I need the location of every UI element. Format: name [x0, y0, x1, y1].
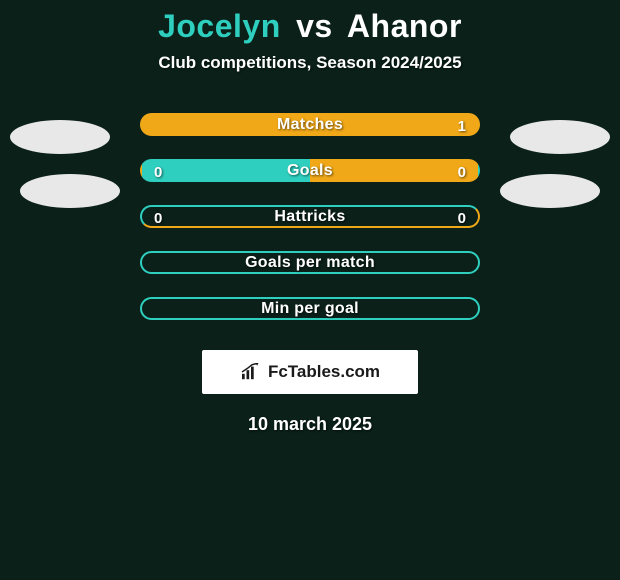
- brand-text: FcTables.com: [268, 362, 380, 382]
- stat-label: Hattricks: [274, 208, 345, 226]
- stat-right-value: 0: [458, 161, 466, 184]
- player1-name: Jocelyn: [158, 8, 281, 44]
- vs-label: vs: [296, 8, 333, 44]
- subtitle: Club competitions, Season 2024/2025: [0, 53, 620, 73]
- player2-name: Ahanor: [347, 8, 462, 44]
- stat-label: Goals: [287, 162, 333, 180]
- page-title: Jocelyn vs Ahanor: [0, 0, 620, 45]
- date-label: 10 march 2025: [0, 414, 620, 435]
- player2-avatar-top: [510, 120, 610, 154]
- player2-avatar-bottom: [500, 174, 600, 208]
- stat-label: Matches: [277, 116, 343, 134]
- player1-avatar-bottom: [20, 174, 120, 208]
- comparison-card: Jocelyn vs Ahanor Club competitions, Sea…: [0, 0, 620, 580]
- stat-right-value: 0: [458, 207, 466, 230]
- stat-row-matches: Matches 1: [140, 113, 480, 136]
- stat-row-goals: 0 Goals 0: [140, 159, 480, 182]
- brand-badge: FcTables.com: [202, 350, 418, 394]
- stat-row-goals-per-match: Goals per match: [140, 251, 480, 274]
- player1-avatar-top: [10, 120, 110, 154]
- stat-label: Min per goal: [261, 300, 359, 318]
- stat-right-value: 1: [458, 115, 466, 138]
- stat-row-hattricks: 0 Hattricks 0: [140, 205, 480, 228]
- stat-row-min-per-goal: Min per goal: [140, 297, 480, 320]
- stat-left-value: 0: [154, 207, 162, 230]
- stat-label: Goals per match: [245, 254, 375, 272]
- stat-left-value: 0: [154, 161, 162, 184]
- chart-icon: [240, 363, 262, 381]
